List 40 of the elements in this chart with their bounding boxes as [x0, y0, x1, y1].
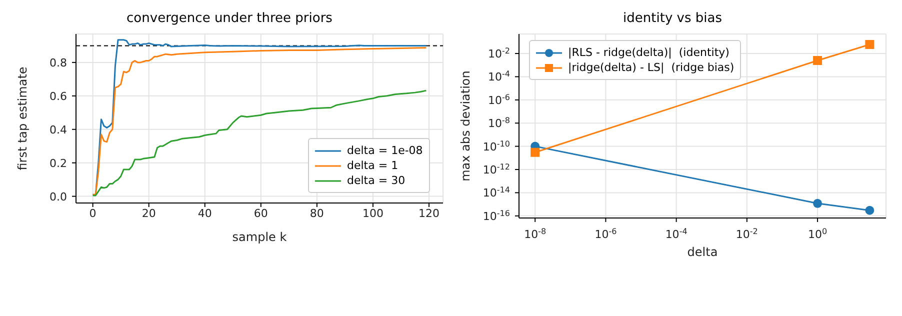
chart-title: convergence under three priors [126, 10, 334, 28]
y-tick-label: 10$^{-6}$ [488, 92, 510, 107]
y-tick-label: 0.2 [50, 156, 67, 170]
x-tick-label: 100 [362, 206, 384, 220]
y-tick-label: 10$^{-14}$ [482, 185, 510, 200]
point [865, 206, 874, 215]
x-axis-title: delta [687, 245, 718, 259]
x-tick-label: 20 [142, 206, 156, 220]
x-tick-label: 10$^{-8}$ [524, 226, 546, 241]
legend-label: |RLS - ridge(delta)| (identity) [568, 46, 730, 59]
point [530, 148, 540, 157]
y-tick-label: 0.4 [50, 123, 67, 136]
y-axis-title: first tap estimate [15, 66, 30, 170]
chart-title: identity vs bias [622, 10, 723, 28]
x-tick-label: 10$^{-2}$ [736, 226, 758, 241]
point [865, 40, 874, 49]
y-tick-label: 10$^{-8}$ [488, 116, 510, 130]
x-tick-label: 10$^{0}$ [808, 226, 828, 241]
x-tick-label: 80 [310, 206, 324, 220]
x-tick-label: 0 [89, 206, 96, 220]
line-series [92, 90, 427, 196]
y-axis-title: max abs deviation [458, 70, 472, 182]
y-tick-label: 0.6 [50, 90, 67, 103]
x-tick-label: 40 [198, 206, 212, 220]
legend-label: delta = 30 [347, 174, 406, 187]
y-tick-label: 10$^{-4}$ [488, 69, 510, 84]
y-tick-label: 0.8 [50, 56, 67, 70]
y-tick-label: 10$^{-10}$ [482, 138, 510, 154]
legend-label: |ridge(delta) - LS| (ridge bias) [568, 61, 734, 74]
legend-label: delta = 1 [347, 159, 398, 172]
y-tick-label: 10$^{-16}$ [482, 208, 510, 223]
x-tick-label: 120 [418, 206, 440, 220]
y-tick-label: 10$^{-2}$ [488, 46, 510, 61]
y-tick-label: 0.0 [50, 190, 67, 204]
x-tick-label: 60 [254, 206, 268, 220]
y-tick-label: 10$^{-12}$ [482, 162, 510, 177]
legend-label: delta = 1e-08 [347, 144, 423, 157]
x-tick-label: 10$^{-6}$ [594, 226, 617, 241]
x-axis-title: sample k [232, 230, 287, 244]
x-tick-label: 10$^{-4}$ [665, 226, 688, 241]
